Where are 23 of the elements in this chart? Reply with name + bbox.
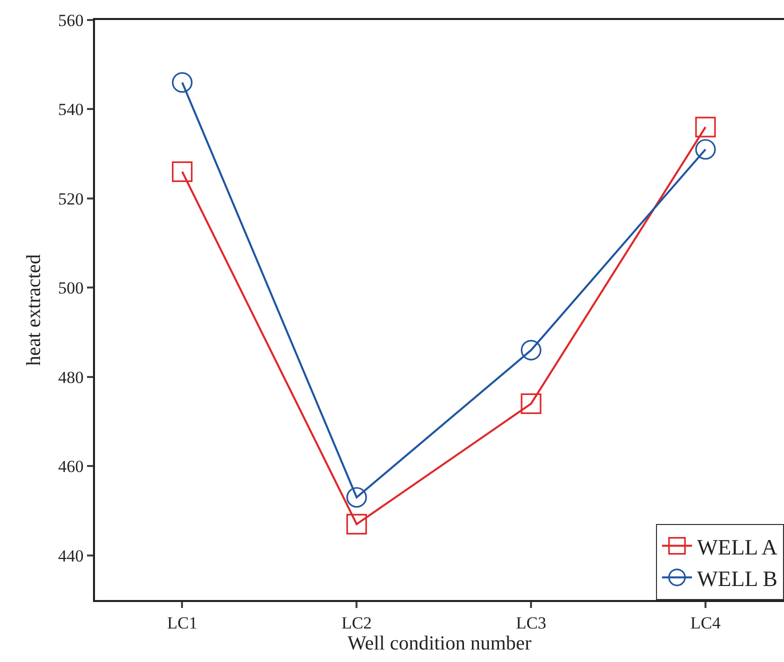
x-tick-label: LC3 bbox=[516, 613, 546, 632]
point bbox=[346, 487, 367, 508]
x-tick-label: LC4 bbox=[690, 613, 722, 632]
x-tick-label: LC1 bbox=[167, 613, 198, 632]
x-axis-title: Well condition number bbox=[348, 632, 532, 654]
y-tick-label: 560 bbox=[58, 10, 84, 30]
point bbox=[346, 514, 367, 534]
point bbox=[520, 393, 542, 414]
y-tick-label: 480 bbox=[58, 368, 84, 387]
y-tick-label: 440 bbox=[58, 546, 84, 566]
y-tick-label: 460 bbox=[58, 457, 84, 476]
x-tick-label: LC2 bbox=[342, 613, 372, 632]
point bbox=[172, 161, 193, 182]
point bbox=[520, 340, 542, 360]
y-tick-label: 540 bbox=[58, 100, 84, 120]
legend-label: WELL B bbox=[697, 566, 778, 591]
y-tick-label: 520 bbox=[58, 189, 84, 208]
y-axis-title: heat extracted bbox=[23, 254, 46, 366]
legend-label: WELL A bbox=[697, 534, 778, 560]
point bbox=[695, 139, 716, 160]
point bbox=[695, 116, 716, 138]
point bbox=[172, 72, 193, 93]
y-tick-label: 500 bbox=[58, 278, 84, 298]
